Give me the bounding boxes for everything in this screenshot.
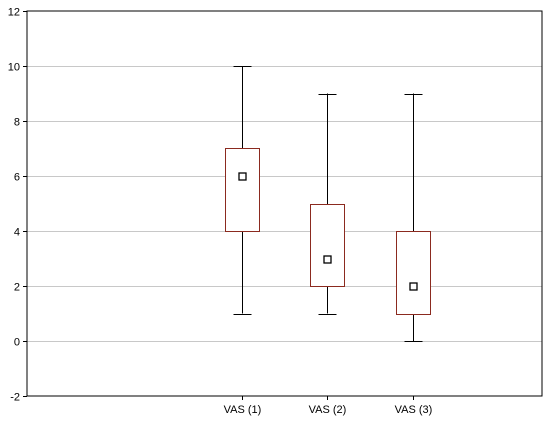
y-tick-label: -2 bbox=[10, 392, 20, 404]
y-tick-label: 12 bbox=[8, 7, 20, 19]
box-plot-2 bbox=[310, 93, 345, 315]
y-tick-label: 0 bbox=[14, 337, 20, 349]
box-plot-1 bbox=[225, 66, 260, 315]
x-tick-label: VAS (1) bbox=[224, 404, 262, 416]
y-axis-ticks: -2 0 2 4 6 8 10 12 bbox=[8, 7, 27, 404]
y-tick-label: 10 bbox=[8, 62, 20, 74]
box-iqr bbox=[310, 204, 345, 287]
x-axis-ticks: VAS (1) VAS (2) VAS (3) bbox=[224, 396, 433, 416]
plot-frame bbox=[26, 10, 543, 397]
median-marker bbox=[238, 172, 247, 181]
box-plot-3 bbox=[396, 93, 431, 342]
median-marker bbox=[323, 255, 332, 264]
box-iqr bbox=[396, 231, 431, 315]
box-series bbox=[225, 66, 431, 342]
gridlines bbox=[27, 66, 542, 342]
x-tick-label: VAS (3) bbox=[395, 404, 433, 416]
box-iqr bbox=[225, 148, 260, 232]
x-tick-label: VAS (2) bbox=[309, 404, 347, 416]
y-tick-label: 6 bbox=[14, 172, 20, 184]
y-tick-label: 2 bbox=[14, 282, 20, 294]
y-tick-label: 4 bbox=[14, 227, 20, 239]
y-tick-label: 8 bbox=[14, 117, 20, 129]
median-marker bbox=[409, 282, 418, 291]
